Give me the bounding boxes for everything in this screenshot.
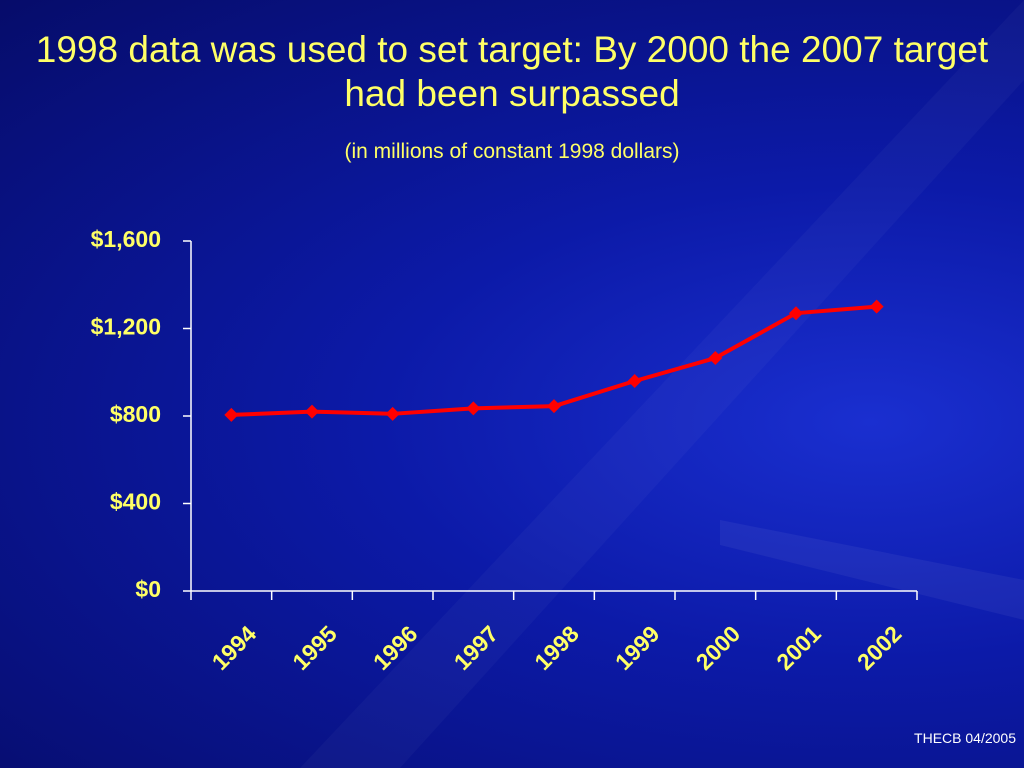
marker bbox=[224, 407, 239, 422]
x-tick-label: 1995 bbox=[287, 620, 342, 675]
chart-subtitle: (in millions of constant 1998 dollars) bbox=[344, 140, 680, 163]
y-tick-label: $1,600 bbox=[91, 226, 161, 252]
series-line bbox=[231, 304, 877, 417]
y-tick-label: $1,200 bbox=[91, 314, 161, 340]
x-tick-label: 2002 bbox=[852, 620, 907, 675]
y-tick-label: $0 bbox=[135, 576, 161, 602]
x-tick-label: 1998 bbox=[529, 620, 584, 675]
x-tick-label: 1999 bbox=[610, 620, 665, 675]
x-tick-label: 2000 bbox=[691, 620, 746, 675]
chart-title: 1998 data was used to set target: By 200… bbox=[35, 29, 989, 114]
x-tick-label: 2001 bbox=[771, 620, 826, 675]
marker bbox=[627, 374, 642, 388]
footer: THECB 04/2005 bbox=[914, 730, 1016, 746]
marker bbox=[547, 399, 561, 414]
marker bbox=[869, 299, 884, 314]
ray bbox=[720, 520, 1024, 620]
marker bbox=[466, 401, 481, 416]
marker bbox=[385, 406, 400, 421]
marker bbox=[305, 404, 319, 419]
x-tick-label: 1994 bbox=[207, 620, 262, 675]
marker bbox=[708, 351, 723, 366]
y-tick-label: $400 bbox=[110, 489, 161, 515]
marker bbox=[789, 306, 803, 321]
y-tick-label: $800 bbox=[110, 401, 161, 427]
